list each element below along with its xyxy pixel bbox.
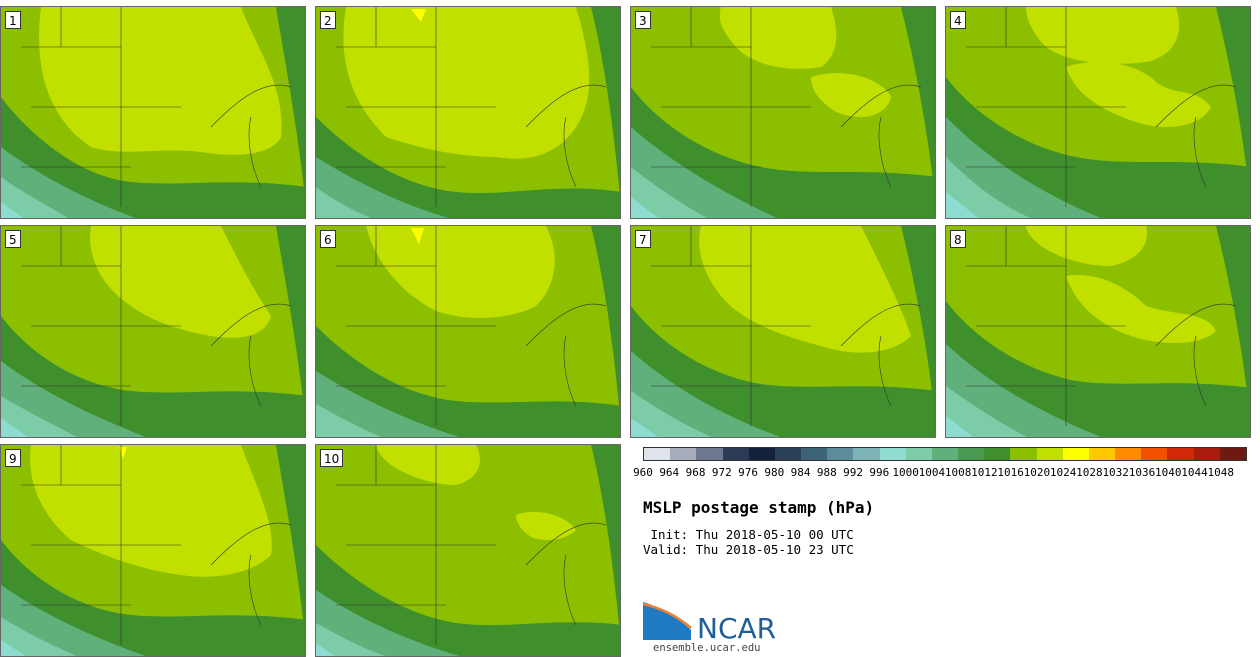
colorbar-tick-label: 1012 — [971, 466, 998, 479]
stamp-panel: 1 — [0, 6, 306, 219]
colorbar-swatch — [1167, 448, 1194, 460]
colorbar-tick-label: 964 — [659, 466, 680, 479]
init-time: Init: Thu 2018-05-10 00 UTC — [643, 527, 854, 542]
colorbar-swatch — [1088, 448, 1116, 460]
colorbar-tick-label: 1044 — [1181, 466, 1208, 479]
pressure-colorbar — [643, 447, 1247, 461]
stamp-number-label: 9 — [5, 449, 21, 467]
colorbar-tick-label: 980 — [764, 466, 785, 479]
stamp-panel: 10 — [315, 444, 621, 657]
colorbar-swatch — [853, 448, 880, 460]
colorbar-swatch — [905, 448, 932, 460]
pressure-map — [316, 226, 620, 437]
stamp-number-label: 4 — [950, 11, 966, 29]
colorbar-swatch — [1219, 448, 1246, 460]
site-url: ensemble.ucar.edu — [653, 642, 761, 654]
colorbar-swatch — [722, 448, 749, 460]
colorbar-tick-label: 988 — [816, 466, 837, 479]
stamp-panel: 6 — [315, 225, 621, 438]
colorbar-tick-label: 1020 — [1023, 466, 1051, 479]
colorbar-swatch — [1010, 448, 1037, 460]
valid-time: Valid: Thu 2018-05-10 23 UTC — [643, 542, 854, 557]
colorbar-swatch — [1193, 448, 1220, 460]
colorbar-ticks: 960 964 968 972 976 980 984 988 992 996 1000 1004 10… — [630, 466, 1260, 480]
stamp-number-label: 1 — [5, 11, 21, 29]
pressure-map — [631, 7, 935, 218]
stamp-panel: 9 — [0, 444, 306, 657]
colorbar-swatch — [984, 448, 1011, 460]
stamp-number-label: 2 — [320, 11, 336, 29]
colorbar-swatch — [827, 448, 854, 460]
stamp-number-label: 10 — [320, 449, 344, 467]
pressure-map — [946, 7, 1250, 218]
figure-title: MSLP postage stamp (hPa) — [643, 498, 875, 517]
stamp-panel: 4 — [945, 6, 1251, 219]
colorbar-tick-label: 1028 — [1076, 466, 1103, 479]
colorbar-tick-label: 1004 — [918, 466, 946, 479]
colorbar-tick-label: 1040 — [1154, 466, 1182, 479]
colorbar-tick-label: 976 — [738, 466, 758, 479]
stamp-number-label: 3 — [635, 11, 651, 29]
colorbar-swatch — [931, 448, 959, 460]
colorbar-swatch — [879, 448, 906, 460]
colorbar-tick-label: 984 — [790, 466, 811, 479]
colorbar-tick-label: 968 — [685, 466, 706, 479]
colorbar-tick-label: 996 — [869, 466, 890, 479]
ncar-logo-icon — [643, 600, 692, 640]
stamp-number-label: 7 — [635, 230, 651, 248]
pressure-map — [316, 7, 620, 218]
stamp-panel: 3 — [630, 6, 936, 219]
colorbar-tick-label: 960 — [633, 466, 653, 479]
stamp-panel: 8 — [945, 225, 1251, 438]
pressure-map — [1, 445, 305, 656]
stamp-number-label: 6 — [320, 230, 336, 248]
colorbar-tick-label: 1000 — [892, 466, 919, 479]
colorbar-swatch — [774, 448, 802, 460]
ncar-logo-text: NCAR — [697, 612, 777, 645]
pressure-map — [1, 7, 305, 218]
stamp-panel: 5 — [0, 225, 306, 438]
colorbar-tick-label: 1036 — [1128, 466, 1156, 479]
pressure-map — [946, 226, 1250, 437]
colorbar-swatch — [696, 448, 723, 460]
colorbar-tick-label: 1016 — [997, 466, 1024, 479]
stamp-panel: 2 — [315, 6, 621, 219]
pressure-map — [1, 226, 305, 437]
pressure-map — [316, 445, 620, 656]
colorbar-swatch — [1141, 448, 1168, 460]
colorbar-tick-label: 1008 — [944, 466, 972, 479]
colorbar-swatch — [1062, 448, 1089, 460]
pressure-map — [631, 226, 935, 437]
colorbar-swatch — [1115, 448, 1142, 460]
colorbar-swatch — [958, 448, 985, 460]
colorbar-tick-label: 992 — [843, 466, 864, 479]
colorbar-tick-label: 1024 — [1049, 466, 1077, 479]
colorbar-tick-label: 1048 — [1207, 466, 1234, 479]
colorbar-swatch — [748, 448, 775, 460]
colorbar-swatch — [670, 448, 697, 460]
stamp-panel: 7 — [630, 225, 936, 438]
colorbar-swatch — [801, 448, 828, 460]
colorbar-swatch — [644, 448, 671, 460]
colorbar-tick-label: 972 — [711, 466, 732, 479]
colorbar-tick-label: 1032 — [1102, 466, 1129, 479]
colorbar-swatch — [1036, 448, 1063, 460]
stamp-number-label: 5 — [5, 230, 21, 248]
stamp-number-label: 8 — [950, 230, 966, 248]
